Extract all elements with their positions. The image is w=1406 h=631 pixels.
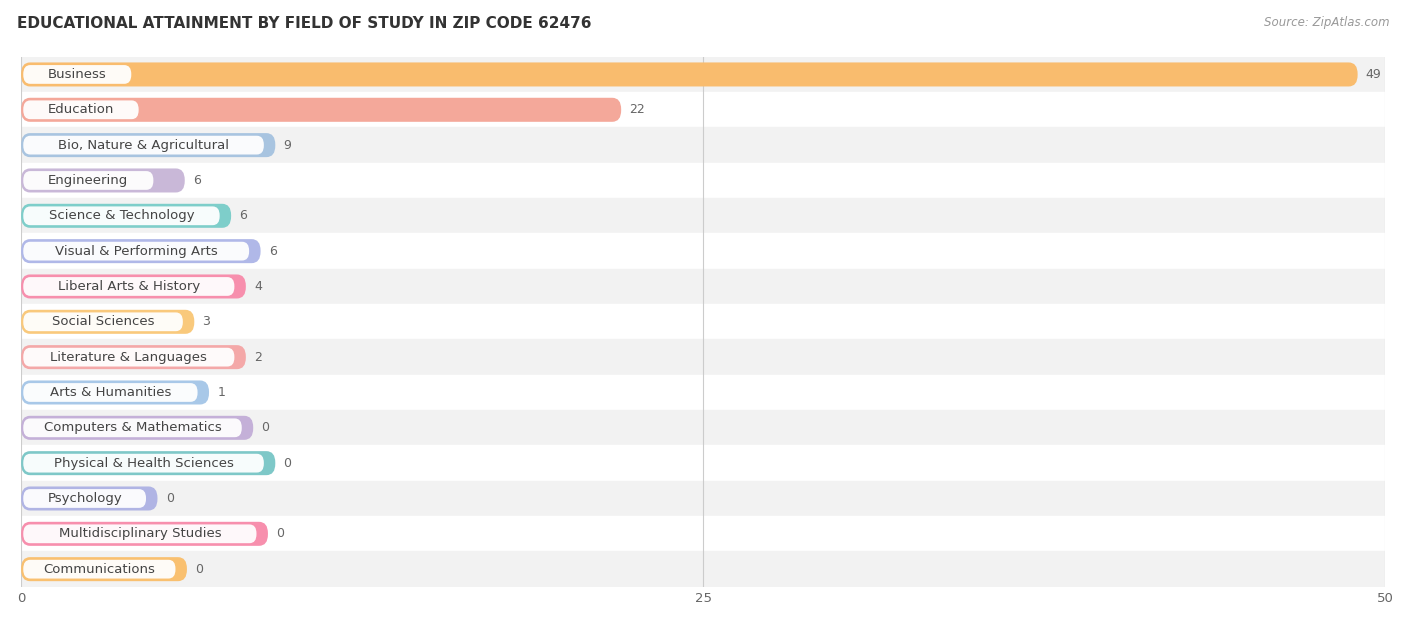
Text: EDUCATIONAL ATTAINMENT BY FIELD OF STUDY IN ZIP CODE 62476: EDUCATIONAL ATTAINMENT BY FIELD OF STUDY… (17, 16, 592, 31)
Text: 0: 0 (284, 457, 291, 469)
FancyBboxPatch shape (21, 98, 621, 122)
Bar (21, 198, 1385, 233)
FancyBboxPatch shape (24, 206, 219, 225)
Bar (21, 339, 1385, 375)
Bar (21, 551, 1385, 587)
Text: 0: 0 (166, 492, 174, 505)
Bar (21, 375, 1385, 410)
Text: Multidisciplinary Studies: Multidisciplinary Studies (59, 528, 221, 540)
Text: 6: 6 (269, 245, 277, 257)
FancyBboxPatch shape (24, 489, 146, 508)
Text: 49: 49 (1365, 68, 1382, 81)
Text: 22: 22 (630, 103, 645, 116)
FancyBboxPatch shape (24, 454, 264, 473)
FancyBboxPatch shape (21, 62, 1358, 86)
Text: Computers & Mathematics: Computers & Mathematics (44, 422, 221, 434)
Text: 0: 0 (195, 563, 202, 575)
Bar (21, 516, 1385, 551)
Bar (21, 445, 1385, 481)
Text: 0: 0 (276, 528, 284, 540)
Text: 9: 9 (284, 139, 291, 151)
FancyBboxPatch shape (21, 451, 276, 475)
Bar (21, 304, 1385, 339)
Bar (21, 410, 1385, 445)
FancyBboxPatch shape (24, 277, 235, 296)
Text: Business: Business (48, 68, 107, 81)
Bar (21, 127, 1385, 163)
Text: 2: 2 (254, 351, 262, 363)
FancyBboxPatch shape (24, 418, 242, 437)
Bar (21, 481, 1385, 516)
Text: Bio, Nature & Agricultural: Bio, Nature & Agricultural (58, 139, 229, 151)
FancyBboxPatch shape (24, 560, 176, 579)
FancyBboxPatch shape (24, 348, 235, 367)
Text: Communications: Communications (44, 563, 155, 575)
FancyBboxPatch shape (24, 100, 139, 119)
FancyBboxPatch shape (21, 487, 157, 510)
Bar (21, 233, 1385, 269)
Text: 0: 0 (262, 422, 270, 434)
FancyBboxPatch shape (21, 168, 184, 192)
Text: Liberal Arts & History: Liberal Arts & History (58, 280, 200, 293)
Text: Psychology: Psychology (48, 492, 122, 505)
Text: Visual & Performing Arts: Visual & Performing Arts (55, 245, 218, 257)
Text: Science & Technology: Science & Technology (49, 209, 194, 222)
Text: 3: 3 (202, 316, 211, 328)
Text: 1: 1 (217, 386, 225, 399)
FancyBboxPatch shape (24, 242, 249, 261)
FancyBboxPatch shape (24, 171, 153, 190)
FancyBboxPatch shape (21, 133, 276, 157)
FancyBboxPatch shape (21, 239, 260, 263)
Text: 6: 6 (193, 174, 201, 187)
Text: 6: 6 (239, 209, 247, 222)
Bar (21, 92, 1385, 127)
FancyBboxPatch shape (24, 383, 198, 402)
Text: Education: Education (48, 103, 114, 116)
Text: Engineering: Engineering (48, 174, 128, 187)
Text: Source: ZipAtlas.com: Source: ZipAtlas.com (1264, 16, 1389, 29)
Text: Social Sciences: Social Sciences (52, 316, 155, 328)
FancyBboxPatch shape (21, 557, 187, 581)
FancyBboxPatch shape (21, 204, 231, 228)
FancyBboxPatch shape (24, 65, 131, 84)
FancyBboxPatch shape (24, 136, 264, 155)
Bar (21, 163, 1385, 198)
FancyBboxPatch shape (21, 274, 246, 298)
FancyBboxPatch shape (21, 345, 246, 369)
Bar (21, 269, 1385, 304)
Bar (21, 57, 1385, 92)
FancyBboxPatch shape (21, 380, 209, 404)
Text: Physical & Health Sciences: Physical & Health Sciences (53, 457, 233, 469)
Text: Arts & Humanities: Arts & Humanities (49, 386, 172, 399)
Text: Literature & Languages: Literature & Languages (51, 351, 207, 363)
FancyBboxPatch shape (21, 310, 194, 334)
FancyBboxPatch shape (21, 522, 269, 546)
FancyBboxPatch shape (24, 312, 183, 331)
FancyBboxPatch shape (24, 524, 256, 543)
FancyBboxPatch shape (21, 416, 253, 440)
Text: 4: 4 (254, 280, 262, 293)
